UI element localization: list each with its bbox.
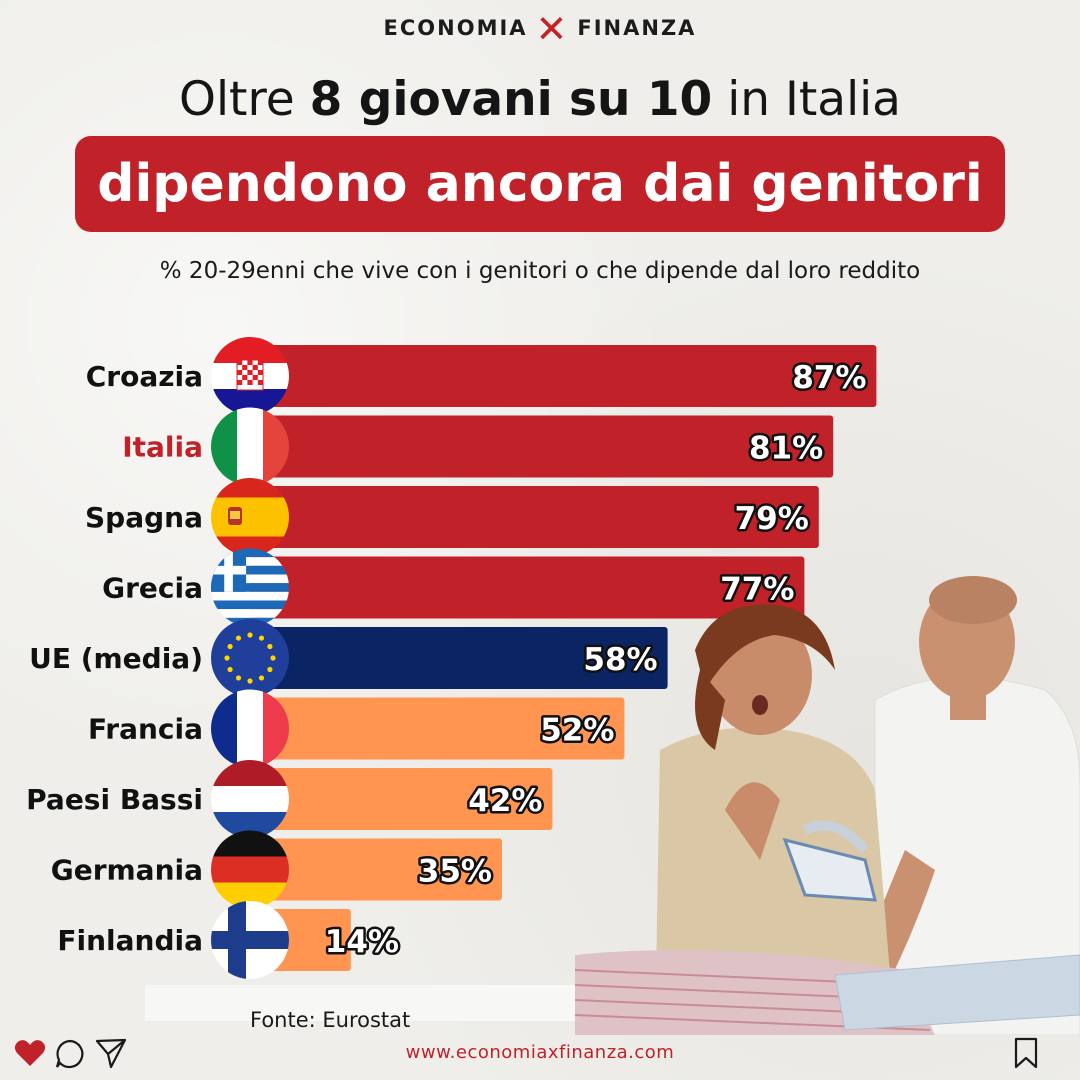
value-label: 58% — [583, 642, 657, 678]
value-label: 77% — [720, 572, 794, 608]
bar-chart: Croazia 87% Italia 81% Spagna 79% Grecia 77% UE … — [26, 337, 877, 979]
headline-bold: 8 giovani su 10 — [309, 72, 713, 127]
value-label: 87% — [792, 360, 866, 396]
finland-flag-icon — [211, 901, 289, 979]
bar-row: Croazia 87% — [86, 337, 877, 415]
value-label: 35% — [418, 854, 492, 890]
value-label: 79% — [735, 501, 809, 537]
germany-flag-icon — [211, 830, 289, 909]
croatia-flag-icon — [211, 337, 289, 415]
headline-highlight: dipendono ancora dai genitori — [97, 154, 983, 214]
bar-row: Grecia 77% — [102, 548, 805, 627]
source-box — [145, 985, 575, 1021]
bar — [250, 838, 502, 901]
bar — [250, 768, 553, 830]
bar — [250, 627, 668, 689]
eu-flag-icon — [211, 619, 289, 697]
photo-mother-son-ironing — [575, 576, 1080, 1035]
italy-flag-icon — [211, 407, 289, 486]
bar — [250, 697, 625, 760]
send-icon[interactable] — [94, 1036, 128, 1070]
value-label: 14% — [325, 924, 399, 960]
category-label: Croazia — [86, 360, 203, 393]
category-label: Germania — [51, 854, 203, 887]
bar-row: Paesi Bassi 42% — [26, 760, 553, 838]
france-flag-icon — [211, 689, 289, 768]
category-label: UE (media) — [29, 642, 203, 675]
bookmark-icon[interactable] — [1012, 1036, 1040, 1070]
bar — [250, 556, 805, 619]
greece-flag-icon — [211, 548, 289, 627]
chart-subtitle: % 20-29enni che vive con i genitori o ch… — [159, 258, 921, 284]
value-label: 52% — [540, 713, 614, 749]
bar — [250, 486, 819, 548]
headline-part2: in Italia — [712, 72, 901, 127]
bar-row: Finlandia 14% — [57, 901, 402, 979]
brand-logo: ECONOMIA ✕ FINANZA — [0, 7, 1080, 51]
bar — [250, 415, 834, 478]
bar-row: UE (media) 58% — [29, 619, 668, 697]
brand-x-mark: ✕ — [535, 7, 570, 51]
category-label: Italia — [122, 431, 203, 464]
category-label: Paesi Bassi — [26, 783, 203, 816]
bar-row: Spagna 79% — [85, 478, 819, 556]
bar-row: Germania 35% — [51, 830, 502, 909]
category-label: Francia — [88, 713, 203, 746]
comment-icon[interactable] — [54, 1038, 86, 1070]
headline-part1: Oltre — [179, 72, 310, 127]
category-label: Spagna — [85, 501, 203, 534]
headline: Oltre 8 giovani su 10 in Italia — [0, 72, 1080, 127]
category-label: Grecia — [102, 572, 203, 605]
bar — [250, 345, 877, 407]
footer-url[interactable]: www.economiaxfinanza.com — [405, 1042, 675, 1063]
brand-right: FINANZA — [577, 16, 697, 40]
value-label: 81% — [749, 431, 823, 467]
brand-left: ECONOMIA — [383, 16, 528, 40]
chart-source: Fonte: Eurostat — [250, 1008, 411, 1032]
netherlands-flag-icon — [211, 760, 289, 838]
headline-highlight-box: dipendono ancora dai genitori — [75, 136, 1005, 232]
value-label: 42% — [468, 783, 542, 819]
bar-row: Francia 52% — [88, 689, 625, 768]
spain-flag-icon — [211, 478, 289, 556]
bar-row: Italia 81% — [122, 407, 834, 486]
category-label: Finlandia — [57, 924, 203, 957]
heart-icon[interactable] — [14, 1038, 46, 1068]
